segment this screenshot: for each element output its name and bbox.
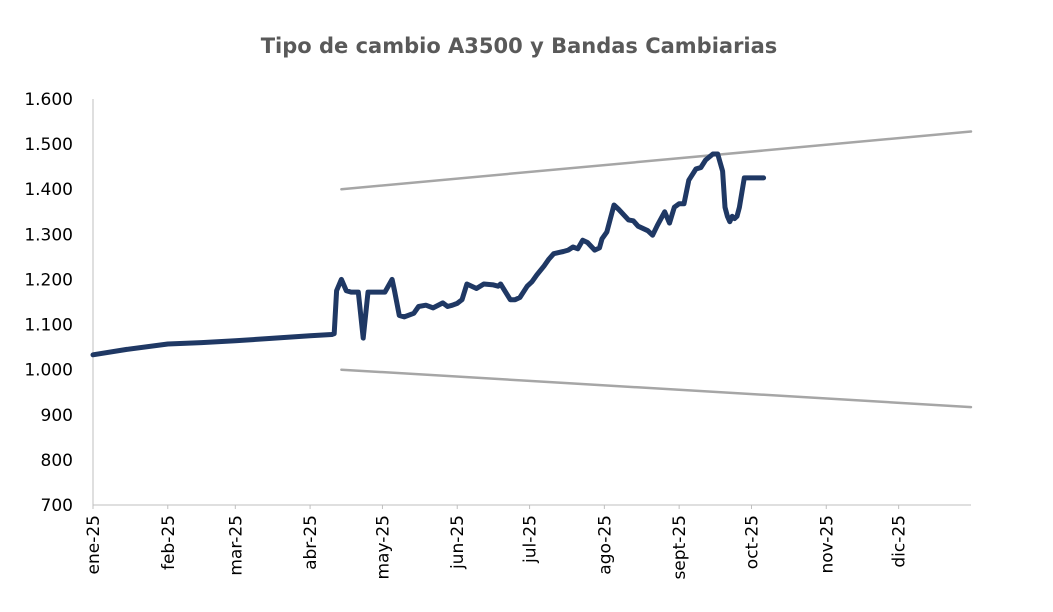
x-tick-label: nov-25: [817, 515, 837, 574]
x-tick-labels: ene-25 feb-25 mar-25 abr-25 may-25 jun-25 jul-…: [84, 505, 910, 580]
plot-series: [90, 130, 973, 409]
x-tick-label: feb-25: [159, 515, 179, 570]
y-tick-label: 1.600: [24, 90, 73, 110]
series-line-lower-band: [340, 368, 973, 409]
x-tick-label: jul-25: [521, 515, 541, 564]
y-tick-label: 1.200: [24, 270, 73, 290]
x-tick-label: ene-25: [84, 515, 104, 574]
y-tick-label: 900: [41, 406, 73, 426]
x-tick-label: ago-25: [595, 515, 615, 575]
y-tick-label: 1.300: [24, 225, 73, 245]
y-tick-label: 1.500: [24, 135, 73, 155]
y-tick-label: 800: [41, 451, 73, 471]
y-tick-label: 1.400: [24, 180, 73, 200]
x-tick-label: sept-25: [670, 515, 690, 580]
series-line-a3500: [90, 151, 767, 358]
y-tick-label: 1.000: [24, 361, 73, 381]
y-tick-labels: 700 800 900 1.000 1.100 1.200 1.300 1.400 1.500 1…: [24, 90, 73, 516]
x-tick-label: may-25: [373, 515, 393, 580]
y-axis: 700 800 900 1.000 1.100 1.200 1.300 1.400 1.500 1…: [24, 90, 94, 516]
x-tick-label: dic-25: [890, 515, 910, 568]
x-axis: ene-25 feb-25 mar-25 abr-25 may-25 jun-25 jul-…: [84, 504, 971, 580]
series-line-upper-band: [340, 130, 973, 191]
chart-title: Tipo de cambio A3500 y Bandas Cambiarias: [261, 34, 778, 58]
x-tick-label: abr-25: [301, 515, 321, 570]
x-tick-label: mar-25: [226, 515, 246, 576]
y-tick-label: 700: [41, 496, 73, 516]
x-tick-label: jun-25: [448, 515, 468, 570]
y-tick-label: 1.100: [24, 316, 73, 336]
x-tick-label: oct-25: [743, 515, 763, 569]
